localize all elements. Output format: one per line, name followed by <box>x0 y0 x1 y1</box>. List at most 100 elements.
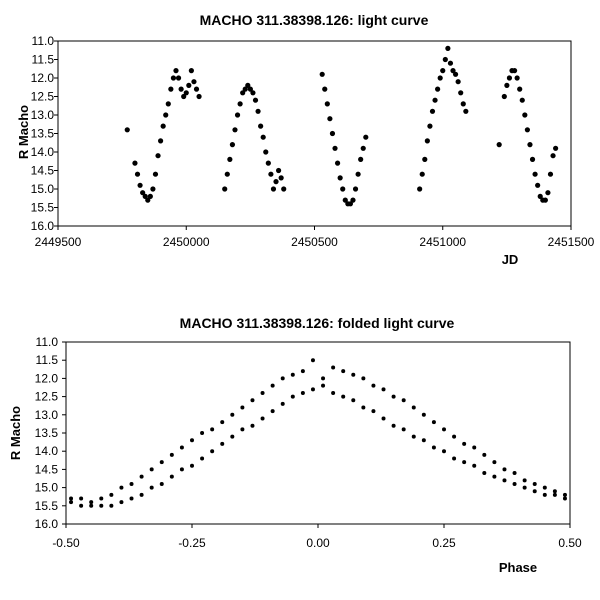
data-point <box>137 182 143 188</box>
data-point <box>159 460 164 465</box>
data-point <box>139 492 144 497</box>
data-point <box>553 145 559 151</box>
data-point <box>124 127 130 133</box>
data-point <box>421 438 426 443</box>
data-point <box>524 127 530 133</box>
data-point <box>401 427 406 432</box>
y-tick-label: 14.5 <box>31 164 55 178</box>
plot-frame <box>57 40 572 227</box>
data-point <box>210 427 215 432</box>
x-tick-label: 2449500 <box>35 235 82 249</box>
data-point <box>351 398 356 403</box>
data-point <box>139 474 144 479</box>
data-point <box>506 75 513 81</box>
y-tick-label: 12.0 <box>35 371 59 385</box>
data-point <box>280 376 285 381</box>
data-point <box>168 86 174 92</box>
data-point <box>227 156 233 162</box>
data-point <box>472 463 477 468</box>
data-point <box>532 171 538 177</box>
data-point <box>319 71 325 77</box>
light-curve-chart: MACHO 311.38398.126: light curve R Macho… <box>16 12 595 267</box>
data-point <box>462 441 467 446</box>
data-point <box>381 416 386 421</box>
y-tick-label: 12.5 <box>31 90 55 104</box>
data-point <box>147 193 153 199</box>
data-point <box>230 434 235 439</box>
data-point <box>424 138 430 144</box>
data-point <box>237 101 243 107</box>
data-point <box>417 186 423 192</box>
data-point <box>460 101 466 107</box>
data-point <box>191 79 197 85</box>
data-point <box>186 82 192 88</box>
data-point <box>119 500 124 505</box>
data-point <box>196 93 202 100</box>
data-point <box>150 186 156 192</box>
data-point <box>69 500 74 505</box>
data-point <box>232 127 238 133</box>
data-point <box>462 460 467 465</box>
data-point <box>517 86 523 92</box>
data-point <box>327 116 333 122</box>
data-point <box>371 409 376 414</box>
data-point <box>134 171 141 177</box>
data-point <box>322 86 328 92</box>
data-point <box>149 467 154 472</box>
data-point <box>250 423 255 428</box>
data-point <box>341 394 346 399</box>
data-point <box>542 492 547 497</box>
data-point <box>419 171 425 177</box>
data-point <box>512 471 517 476</box>
x-tick-label: 2451000 <box>419 235 466 249</box>
data-point <box>240 90 246 96</box>
x-tick-label: 2450500 <box>291 235 338 249</box>
data-point <box>152 171 159 177</box>
x-tick-label: 2451500 <box>548 235 595 249</box>
data-point <box>160 123 166 129</box>
data-point <box>179 467 184 472</box>
data-point <box>532 481 537 486</box>
y-tick-label: 13.0 <box>31 108 55 122</box>
data-point <box>391 394 396 399</box>
data-point <box>422 156 428 162</box>
data-point <box>324 101 330 107</box>
data-point <box>200 431 205 435</box>
data-point <box>169 474 174 479</box>
data-point <box>429 108 436 114</box>
data-point <box>452 71 459 77</box>
data-point <box>200 456 205 461</box>
y-tick-label: 15.0 <box>35 481 59 495</box>
data-point <box>132 160 138 166</box>
data-point <box>337 175 343 181</box>
data-point <box>173 68 179 74</box>
data-point <box>452 434 457 439</box>
data-point <box>492 474 497 479</box>
data-point <box>220 441 225 446</box>
data-point <box>552 492 557 497</box>
data-point <box>334 160 341 166</box>
data-point <box>496 142 502 148</box>
data-point <box>562 492 567 497</box>
data-point <box>210 449 215 454</box>
data-point <box>512 481 517 486</box>
data-point <box>504 82 510 88</box>
data-point <box>360 145 366 151</box>
y-tick-label: 11.5 <box>36 353 59 367</box>
data-point <box>355 171 361 177</box>
data-point <box>358 156 364 162</box>
data-point <box>278 175 284 181</box>
data-point <box>342 197 348 203</box>
data-point <box>492 460 497 465</box>
data-point <box>270 383 275 388</box>
data-point <box>371 383 376 388</box>
data-point <box>527 142 533 148</box>
data-point <box>260 390 265 395</box>
y-tick-label: 15.0 <box>31 182 55 196</box>
y-axis-label: R Macho <box>16 105 31 159</box>
data-point <box>270 186 277 192</box>
y-tick-label: 11.0 <box>32 34 55 48</box>
data-point <box>234 112 241 118</box>
data-point <box>145 197 151 203</box>
data-point <box>220 420 225 425</box>
